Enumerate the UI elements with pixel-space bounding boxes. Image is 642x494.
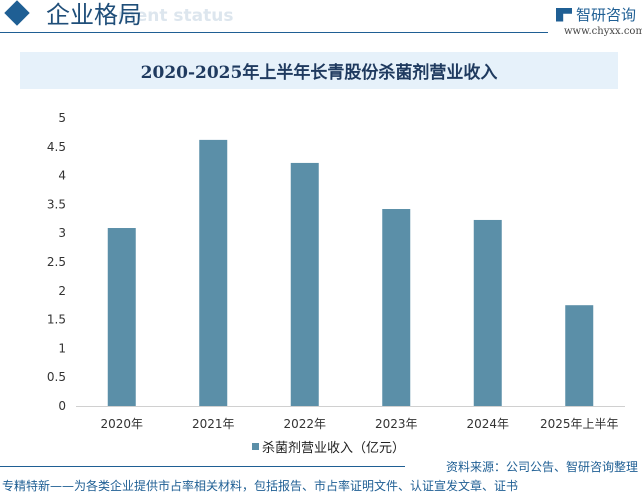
- x-tick-label: 2025年上半年: [540, 417, 619, 431]
- y-tick-label: 1.5: [47, 313, 66, 327]
- bar: [107, 228, 136, 406]
- logo-url: www.chyxx.com: [564, 26, 642, 37]
- bar: [473, 219, 502, 406]
- source-text: 资料来源：公司公告、智研咨询整理: [445, 460, 638, 474]
- y-tick-label: 3.5: [47, 197, 66, 211]
- bar: [290, 162, 319, 406]
- chart-title-box: 2020-2025年上半年长青股份杀菌剂营业收入: [20, 52, 618, 89]
- y-tick-label: 0: [58, 399, 66, 413]
- y-tick-label: 5: [58, 111, 66, 125]
- bar: [199, 139, 228, 406]
- bar: [565, 305, 594, 406]
- x-tick-label: 2024年: [466, 417, 509, 431]
- header-title: 企业格局: [46, 1, 142, 29]
- x-tick-label: 2021年: [192, 417, 235, 431]
- logo-text: 智研咨询: [576, 6, 637, 24]
- footer-divider: [0, 466, 405, 467]
- legend: 杀菌剂营业收入（亿元）: [252, 437, 405, 456]
- y-tick-label: 0.5: [47, 370, 66, 384]
- chart-title: 2020-2025年上半年长青股份杀菌剂营业收入: [140, 63, 498, 83]
- x-tick-label: 2020年: [100, 417, 143, 431]
- logo: 智研咨询: [556, 4, 636, 25]
- header-divider: [0, 32, 548, 33]
- legend-swatch: [252, 443, 259, 450]
- y-tick-label: 4: [58, 169, 66, 183]
- y-tick-label: 3: [58, 226, 66, 240]
- footer-tagline: 专精特新——为各类企业提供市占率相关材料，包括报告、市占率证明文件、认证宣发文章…: [2, 479, 519, 493]
- y-tick-label: 1: [58, 341, 66, 355]
- y-tick-label: 2: [58, 284, 66, 298]
- bar: [382, 209, 411, 406]
- legend-label: 杀菌剂营业收入（亿元）: [262, 441, 406, 456]
- x-tick-label: 2023年: [375, 417, 418, 431]
- y-tick-label: 4.5: [47, 140, 66, 154]
- x-tick-label: 2022年: [283, 417, 326, 431]
- y-tick-label: 2.5: [47, 255, 66, 269]
- header-subtitle: ment status: [118, 6, 234, 26]
